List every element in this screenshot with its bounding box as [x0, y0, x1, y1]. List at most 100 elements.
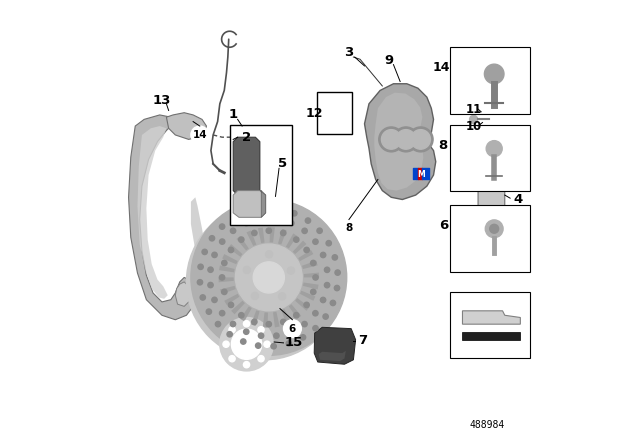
- Polygon shape: [258, 228, 264, 243]
- Polygon shape: [413, 168, 429, 180]
- Circle shape: [261, 206, 267, 211]
- Circle shape: [321, 252, 326, 258]
- Circle shape: [246, 209, 252, 214]
- Circle shape: [220, 318, 273, 371]
- Polygon shape: [233, 137, 260, 195]
- Circle shape: [323, 314, 328, 319]
- Circle shape: [470, 107, 477, 114]
- Polygon shape: [319, 351, 346, 361]
- Circle shape: [313, 326, 318, 331]
- Polygon shape: [478, 182, 505, 215]
- Circle shape: [287, 267, 294, 274]
- Circle shape: [317, 228, 323, 233]
- Polygon shape: [269, 227, 275, 242]
- Text: 14: 14: [433, 61, 451, 74]
- Circle shape: [266, 251, 273, 258]
- Circle shape: [239, 313, 244, 318]
- Polygon shape: [219, 265, 235, 272]
- Circle shape: [228, 247, 234, 253]
- Text: 8: 8: [346, 224, 353, 233]
- Circle shape: [244, 220, 249, 226]
- Circle shape: [310, 260, 316, 266]
- Polygon shape: [246, 230, 257, 246]
- Circle shape: [313, 275, 318, 280]
- Circle shape: [302, 228, 307, 233]
- Polygon shape: [175, 282, 191, 306]
- Text: 6: 6: [289, 323, 296, 334]
- Circle shape: [485, 220, 503, 238]
- Circle shape: [206, 309, 212, 314]
- Circle shape: [227, 332, 232, 337]
- Circle shape: [280, 319, 286, 324]
- Circle shape: [255, 343, 261, 348]
- Circle shape: [230, 321, 236, 327]
- Circle shape: [310, 289, 316, 294]
- Circle shape: [486, 141, 502, 157]
- Polygon shape: [298, 250, 314, 261]
- Polygon shape: [228, 244, 243, 257]
- Circle shape: [220, 310, 225, 316]
- Circle shape: [252, 230, 257, 236]
- Circle shape: [286, 341, 291, 346]
- Circle shape: [220, 275, 225, 280]
- Polygon shape: [251, 310, 260, 326]
- Polygon shape: [463, 332, 520, 340]
- Circle shape: [381, 129, 401, 149]
- Text: 5: 5: [278, 157, 287, 170]
- Polygon shape: [260, 190, 266, 217]
- Polygon shape: [302, 261, 317, 269]
- Polygon shape: [233, 190, 266, 217]
- Polygon shape: [218, 277, 234, 282]
- Circle shape: [313, 310, 318, 316]
- Circle shape: [253, 262, 284, 293]
- Circle shape: [411, 129, 431, 149]
- Circle shape: [379, 127, 404, 152]
- Circle shape: [326, 241, 332, 246]
- Polygon shape: [263, 312, 268, 328]
- Circle shape: [191, 126, 209, 144]
- Circle shape: [321, 297, 326, 303]
- Circle shape: [304, 302, 309, 308]
- Circle shape: [340, 220, 358, 237]
- Circle shape: [252, 293, 259, 300]
- FancyBboxPatch shape: [230, 125, 292, 225]
- Circle shape: [186, 204, 342, 360]
- FancyBboxPatch shape: [451, 292, 530, 358]
- Circle shape: [191, 199, 347, 355]
- Circle shape: [200, 295, 205, 300]
- Polygon shape: [289, 304, 301, 319]
- Circle shape: [490, 224, 499, 233]
- Circle shape: [198, 264, 204, 270]
- Circle shape: [209, 236, 214, 241]
- Circle shape: [266, 322, 271, 327]
- Text: 488984: 488984: [469, 420, 504, 430]
- Circle shape: [334, 285, 340, 291]
- Polygon shape: [129, 115, 193, 320]
- Text: 8: 8: [438, 139, 448, 152]
- Polygon shape: [281, 309, 291, 324]
- Circle shape: [244, 329, 249, 334]
- Circle shape: [470, 116, 477, 123]
- Circle shape: [258, 356, 264, 362]
- Circle shape: [332, 255, 337, 260]
- Text: 2: 2: [242, 131, 251, 144]
- FancyBboxPatch shape: [451, 47, 530, 114]
- Circle shape: [394, 127, 419, 152]
- Polygon shape: [236, 236, 249, 250]
- Circle shape: [259, 216, 264, 222]
- Polygon shape: [138, 126, 168, 299]
- FancyBboxPatch shape: [451, 205, 530, 271]
- Circle shape: [274, 216, 279, 222]
- Circle shape: [274, 333, 279, 338]
- Circle shape: [271, 344, 276, 349]
- Circle shape: [208, 282, 213, 288]
- Polygon shape: [292, 241, 307, 254]
- Circle shape: [252, 319, 257, 324]
- Circle shape: [289, 220, 294, 226]
- Polygon shape: [295, 298, 310, 311]
- Circle shape: [276, 207, 282, 212]
- Circle shape: [228, 302, 234, 308]
- Text: 1: 1: [228, 108, 237, 121]
- Polygon shape: [191, 197, 207, 273]
- Circle shape: [294, 313, 299, 318]
